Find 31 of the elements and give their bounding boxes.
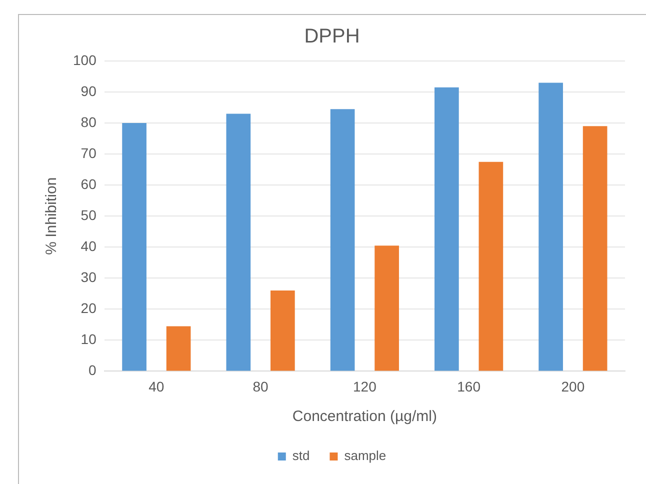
- bar: [330, 109, 355, 371]
- y-tick-label: 70: [80, 144, 97, 161]
- y-axis-title: % Inhibition: [43, 177, 60, 255]
- bar: [122, 123, 146, 371]
- y-tick-label: 20: [80, 300, 97, 316]
- bar: [166, 326, 191, 371]
- y-tick-label: 30: [80, 269, 97, 285]
- y-tick-label: 50: [80, 206, 97, 223]
- y-tick-label: 100: [73, 52, 97, 68]
- y-tick-label: 40: [80, 238, 97, 254]
- x-tick-label: 80: [252, 378, 269, 394]
- x-tick-label: 200: [561, 378, 585, 394]
- x-tick-label: 120: [353, 378, 377, 394]
- legend-label: std: [292, 448, 310, 464]
- chart-title: DPPH: [304, 26, 360, 48]
- y-tick-label: 80: [80, 114, 97, 130]
- bar: [582, 126, 608, 371]
- bar: [538, 82, 563, 371]
- y-tick-label: 90: [80, 82, 97, 99]
- x-tick-label: 40: [148, 378, 164, 394]
- y-tick-label: 60: [80, 176, 97, 192]
- bar: [226, 114, 251, 371]
- bar: [478, 162, 504, 371]
- y-tick-label: 10: [80, 331, 97, 348]
- bar: [374, 246, 399, 371]
- x-tick-label: 160: [457, 378, 481, 394]
- x-axis-title: Concentration (µg/ml): [292, 408, 437, 426]
- bar: [270, 290, 295, 371]
- bar: [434, 87, 459, 371]
- legend-label: sample: [344, 448, 386, 464]
- y-tick-label: 0: [88, 362, 97, 378]
